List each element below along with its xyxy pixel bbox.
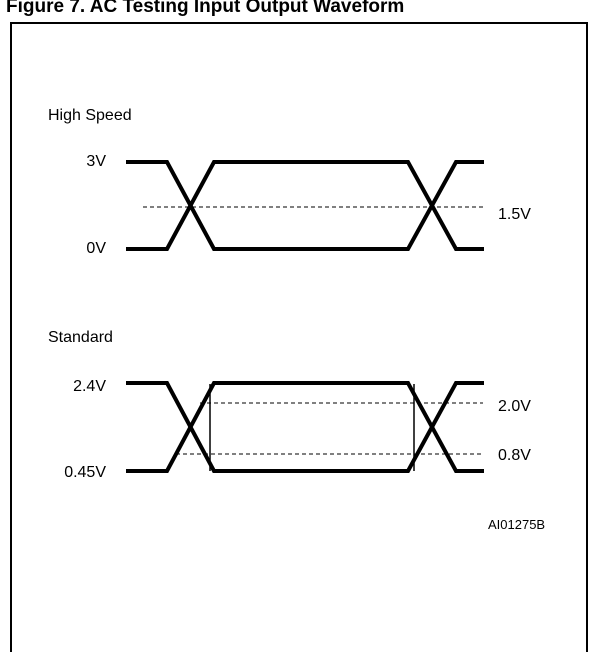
standard-lower-threshold-label: 0.8V <box>498 447 531 464</box>
high-speed-high-level-label: 3V <box>86 153 106 170</box>
standard-low-level-label: 0.45V <box>64 464 106 481</box>
standard-high-level-label: 2.4V <box>73 378 106 395</box>
waveform-diagram <box>126 160 484 473</box>
standard-upper-threshold-label: 2.0V <box>498 398 531 415</box>
standard-heading: Standard <box>48 329 113 346</box>
high-speed-trace-a <box>126 160 484 251</box>
high-speed-low-level-label: 0V <box>86 240 106 257</box>
figure-frame <box>10 22 588 652</box>
high-speed-waveform <box>126 160 484 251</box>
high-speed-trace-b <box>126 160 484 251</box>
high-speed-reference-label: 1.5V <box>498 206 531 223</box>
figure-code: AI01275B <box>488 517 546 532</box>
figure-title: Figure 7. AC Testing Input Output Wavefo… <box>6 0 405 17</box>
high-speed-heading: High Speed <box>48 107 132 124</box>
standard-trace-b <box>126 381 484 473</box>
standard-trace-a <box>126 381 484 473</box>
standard-waveform <box>126 381 484 473</box>
